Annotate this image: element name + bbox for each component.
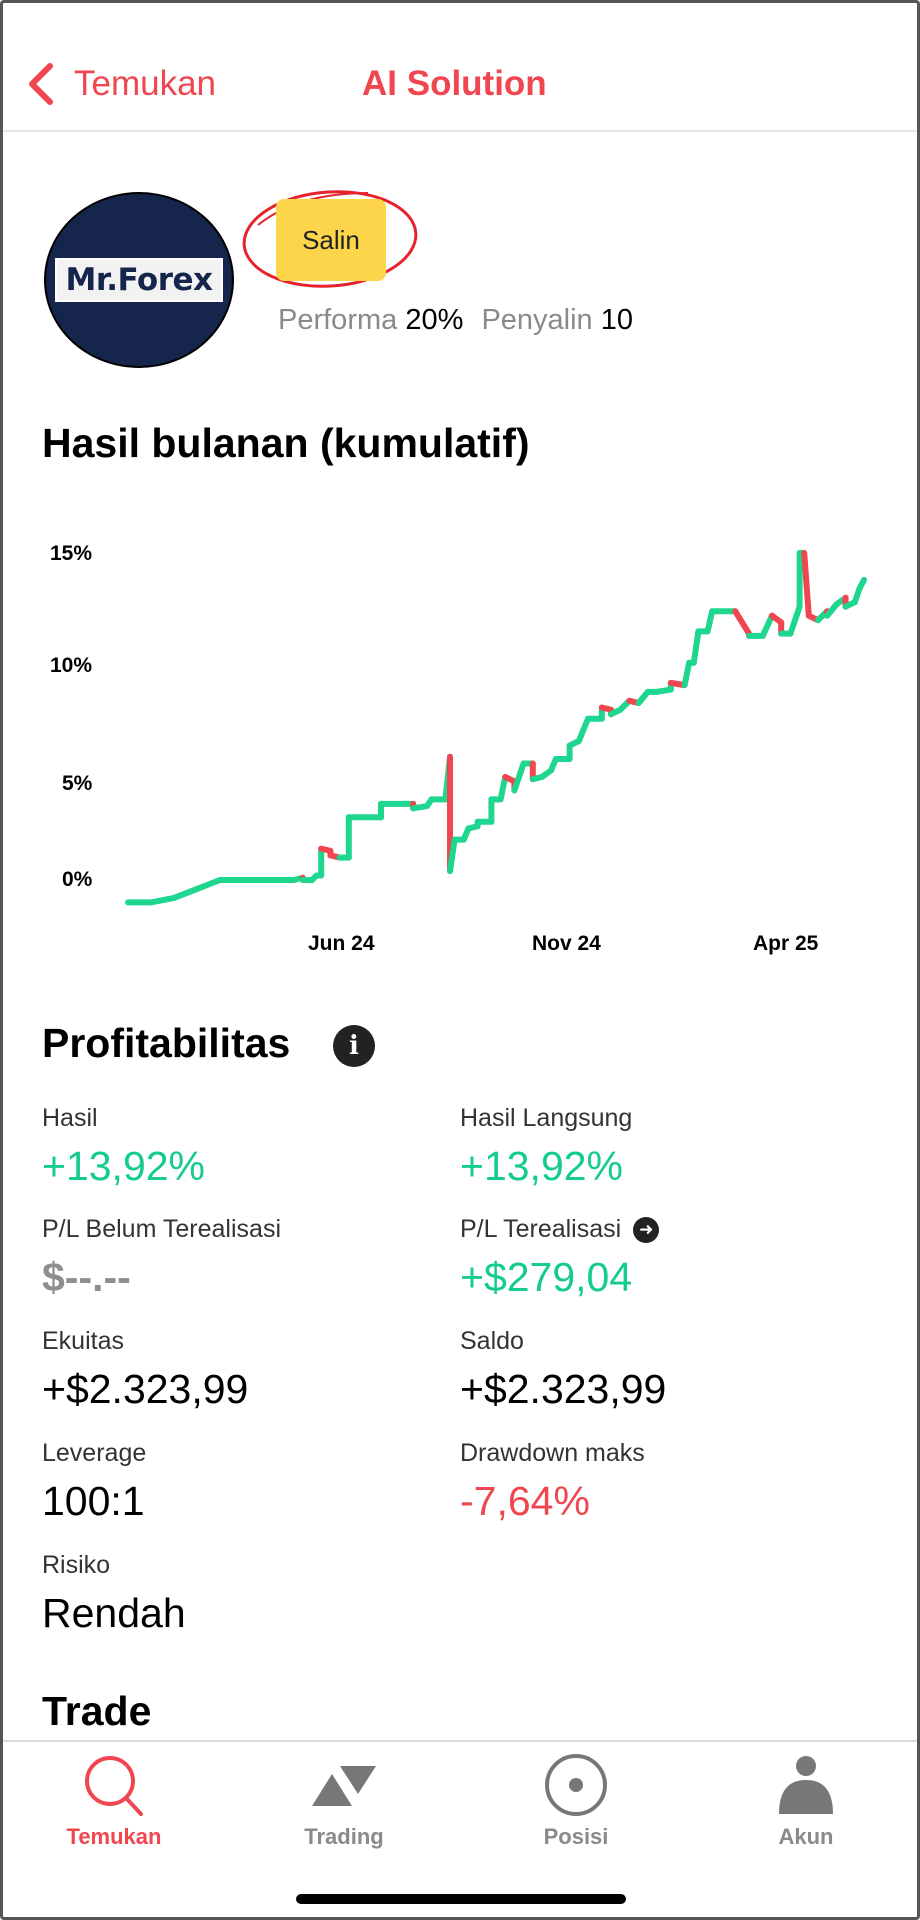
tab-label: Trading	[304, 1824, 384, 1849]
metric-leverage: Leverage 100:1	[42, 1439, 146, 1525]
metric-label: Saldo	[460, 1327, 524, 1355]
metric-label: Risiko	[42, 1551, 111, 1579]
back-label: Temukan	[74, 64, 217, 103]
metric-label: Hasil	[42, 1104, 98, 1132]
y-tick-label: 10%	[50, 654, 93, 677]
metric-value: +$2.323,99	[42, 1366, 249, 1412]
metric-label-row: P/L Terealisasi ➜	[460, 1215, 660, 1244]
metric-unrealized-pl: P/L Belum Terealisasi $--.--	[42, 1215, 281, 1301]
chart-line-segment	[732, 608, 752, 637]
metric-label: Drawdown maks	[460, 1439, 645, 1467]
tab-account[interactable]: Akun	[726, 1752, 886, 1850]
chart-line-segment	[194, 877, 223, 892]
tab-label: Akun	[778, 1824, 834, 1849]
chart-line-segment	[148, 894, 177, 906]
copiers-value: 10	[600, 304, 634, 336]
tab-positions[interactable]: Posisi	[496, 1752, 656, 1850]
performance-value: 20%	[405, 304, 464, 336]
page-title: AI Solution	[362, 64, 547, 103]
metric-value: +13,92%	[460, 1143, 623, 1189]
chart-line-segment	[447, 836, 458, 875]
chart-line-segment	[690, 628, 702, 666]
metric-label: Hasil Langsung	[460, 1104, 633, 1132]
y-tick-label: 15%	[50, 542, 93, 565]
metric-equity: Ekuitas +$2.323,99	[42, 1327, 248, 1413]
tab-bar: Temukan Trading Posisi Akun	[0, 1740, 920, 1920]
info-icon[interactable]: i	[333, 1025, 375, 1067]
home-indicator	[296, 1894, 626, 1904]
chart-heading: Hasil bulanan (kumulatif)	[42, 420, 530, 466]
chart-line-segment	[801, 549, 812, 619]
arrow-right-icon[interactable]: ➜	[633, 1216, 660, 1243]
metric-value: -7,64%	[460, 1478, 590, 1524]
metric-value: 100:1	[42, 1478, 145, 1524]
chart-line-segment	[497, 773, 509, 803]
chevron-left-icon	[29, 63, 53, 105]
x-tick-label: Apr 25	[753, 932, 819, 955]
metric-balance: Saldo +$2.323,99	[460, 1327, 666, 1413]
x-tick-label: Jun 24	[308, 932, 375, 955]
chart-line-segment	[787, 603, 803, 637]
tab-label: Temukan	[66, 1824, 162, 1849]
chart-line-segment	[171, 885, 200, 901]
metric-live-return: Hasil Langsung +13,92%	[460, 1104, 632, 1190]
metric-label: Leverage	[42, 1439, 147, 1467]
person-icon	[779, 1756, 833, 1814]
metric-label: P/L Terealisasi	[460, 1215, 622, 1243]
trades-heading: Trade	[42, 1688, 152, 1734]
header-bar: Temukan AI Solution	[0, 0, 920, 132]
profitability-heading: Profitabilitas	[42, 1020, 291, 1066]
avatar: Mr.Forex	[44, 192, 234, 368]
metric-return: Hasil +13,92%	[42, 1104, 205, 1190]
performance-label: Performa	[278, 304, 398, 336]
metric-value: $--.--	[42, 1254, 131, 1300]
metric-label: Ekuitas	[42, 1327, 124, 1355]
copy-button[interactable]: Salin	[276, 199, 386, 281]
metric-value: +$279,04	[460, 1254, 633, 1300]
metric-risk: Risiko Rendah	[42, 1551, 186, 1637]
y-tick-label: 5%	[62, 772, 93, 795]
stats-row: Performa 20% Penyalin 10	[278, 304, 643, 337]
chart-line-segment	[575, 715, 591, 745]
tab-label: Posisi	[543, 1824, 609, 1849]
metric-max-drawdown: Drawdown maks -7,64%	[460, 1439, 645, 1525]
copiers-label: Penyalin	[481, 304, 593, 336]
chart-line-segment	[759, 612, 775, 639]
chart-line-segment	[856, 576, 867, 592]
metric-value: +$2.323,99	[460, 1366, 667, 1412]
tab-trading[interactable]: Trading	[264, 1752, 424, 1850]
tab-discover[interactable]: Temukan	[34, 1752, 194, 1850]
cumulative-return-chart	[125, 549, 867, 906]
metric-value: +13,92%	[42, 1143, 205, 1189]
chart-line-segment	[681, 659, 693, 689]
search-icon	[85, 1756, 143, 1816]
back-button[interactable]: Temukan	[26, 62, 216, 106]
chart-line-segment	[511, 760, 527, 794]
target-icon	[545, 1754, 607, 1816]
y-tick-label: 0%	[62, 868, 93, 891]
triangles-icon	[312, 1766, 376, 1806]
metric-realized-pl[interactable]: P/L Terealisasi ➜ +$279,04	[460, 1215, 660, 1301]
metric-label: P/L Belum Terealisasi	[42, 1215, 282, 1243]
avatar-logo: Mr.Forex	[55, 258, 223, 302]
metric-value: Rendah	[42, 1590, 186, 1636]
chart-line-segment	[704, 608, 716, 635]
x-tick-label: Nov 24	[532, 932, 601, 955]
